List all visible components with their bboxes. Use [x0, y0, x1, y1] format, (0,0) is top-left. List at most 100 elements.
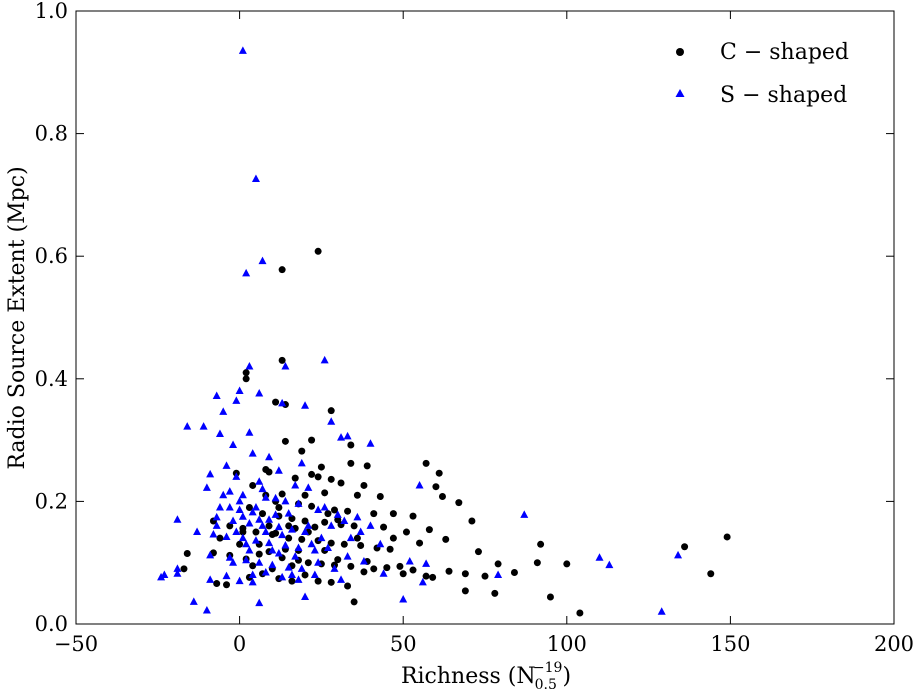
s-shaped-point — [261, 493, 270, 501]
s-shaped-point — [287, 570, 296, 578]
s-shaped-point — [222, 532, 231, 540]
y-tick-label: 0.6 — [35, 244, 68, 268]
axis-tick-labels: −50 0 50 100 150 200 0.0 0.2 0.4 0.6 0.8 1.0 — [35, 0, 914, 656]
c-shaped-point — [576, 609, 584, 617]
s-shaped-point — [422, 559, 431, 567]
y-axis-title: Radio Source Extent (Mpc) — [5, 166, 30, 469]
s-shaped-point — [605, 560, 614, 569]
c-shaped-point — [389, 534, 397, 542]
s-shaped-point — [281, 541, 290, 549]
s-shaped-point — [255, 558, 264, 566]
c-shaped-point — [330, 506, 338, 514]
s-shaped-point — [278, 398, 287, 407]
y-tick-label: 0.2 — [35, 489, 68, 513]
s-shaped-point — [251, 536, 260, 544]
c-shaped-point — [314, 577, 322, 585]
c-shaped-point — [223, 581, 231, 589]
s-shaped-point — [294, 575, 303, 583]
c-shaped-point — [334, 516, 342, 524]
y-tick-label: 0.0 — [35, 612, 68, 636]
s-shaped-point — [242, 539, 251, 548]
s-shaped-point — [333, 510, 342, 518]
s-shaped-point — [265, 515, 274, 523]
c-shaped-point — [308, 436, 316, 444]
s-shaped-point — [206, 575, 215, 583]
s-shaped-point — [245, 518, 254, 527]
c-shaped-point — [259, 510, 267, 518]
s-shaped-point — [219, 407, 228, 415]
s-shaped-point — [238, 512, 247, 520]
c-shaped-point — [317, 463, 325, 471]
s-shaped-point — [238, 490, 247, 499]
s-shaped-point — [379, 569, 388, 577]
s-shaped-point — [206, 550, 215, 559]
s-shaped-point — [235, 505, 244, 513]
c-shaped-point — [383, 564, 391, 572]
c-shaped-point — [180, 565, 188, 573]
x-tick-label: 150 — [710, 632, 750, 656]
s-shaped-point — [301, 527, 310, 536]
c-shaped-point — [249, 562, 257, 570]
s-shaped-point — [520, 510, 529, 518]
c-shaped-point — [409, 566, 417, 574]
c-shaped-point — [474, 548, 482, 556]
c-shaped-point — [347, 459, 355, 467]
c-shaped-point — [455, 499, 463, 507]
x-tick-label: 0 — [233, 632, 246, 656]
s-shaped-point — [281, 362, 290, 370]
s-shaped-point — [346, 533, 355, 542]
c-shaped-point — [376, 492, 384, 500]
s-shaped-point — [297, 564, 306, 572]
s-shaped-point — [255, 515, 264, 523]
c-shaped-point — [245, 504, 253, 512]
c-shaped-point — [344, 582, 352, 590]
s-shaped-point — [261, 568, 270, 576]
s-shaped-point — [183, 422, 192, 430]
s-shaped-point — [304, 521, 313, 529]
s-shaped-point — [278, 572, 287, 581]
c-shaped-point — [425, 526, 433, 534]
x-tick-label: 50 — [390, 632, 417, 656]
s-shaped-point — [291, 480, 300, 489]
s-shaped-point — [327, 417, 336, 425]
c-shaped-point — [340, 540, 348, 548]
y-tick-label: 0.4 — [35, 367, 68, 391]
c-shaped-point — [537, 540, 545, 548]
s-shaped-point — [258, 521, 267, 529]
s-shaped-point — [222, 461, 231, 469]
s-shaped-point — [287, 525, 296, 533]
s-shaped-point — [291, 552, 300, 560]
axis-ticks — [75, 10, 895, 625]
c-shaped-point — [350, 598, 358, 606]
c-shaped-point — [285, 534, 293, 542]
s-shaped-point — [245, 545, 254, 554]
c-shaped-point — [396, 562, 404, 570]
s-shaped-point — [242, 555, 251, 564]
s-shaped-point — [343, 552, 352, 560]
s-shaped-point — [674, 550, 683, 559]
s-shaped-point — [258, 484, 267, 493]
s-shaped-point — [255, 389, 264, 397]
s-shaped-point — [284, 563, 293, 571]
x-axis-title-superscript: −19 — [533, 660, 563, 676]
legend-label-c-shaped: C − shaped — [720, 40, 849, 65]
c-shaped-point — [327, 578, 335, 586]
c-shaped-point — [681, 543, 689, 551]
c-shaped-point — [357, 542, 365, 550]
s-shaped-point — [248, 449, 257, 457]
c-shaped-point — [183, 550, 191, 558]
c-shaped-point — [278, 490, 286, 498]
s-shaped-point — [320, 503, 329, 511]
s-shaped-point — [212, 512, 221, 521]
c-shaped-point — [301, 491, 309, 499]
c-shaped-point — [442, 535, 450, 543]
s-shaped-point — [229, 558, 238, 566]
c-shaped-point — [311, 523, 319, 531]
c-shaped-point — [327, 475, 335, 483]
s-shaped-point — [274, 466, 283, 474]
s-shaped-point — [212, 521, 221, 529]
s-shaped-point — [278, 530, 287, 539]
c-shaped-point — [468, 517, 476, 525]
c-shaped-point — [255, 550, 263, 558]
c-shaped-point — [285, 522, 293, 530]
